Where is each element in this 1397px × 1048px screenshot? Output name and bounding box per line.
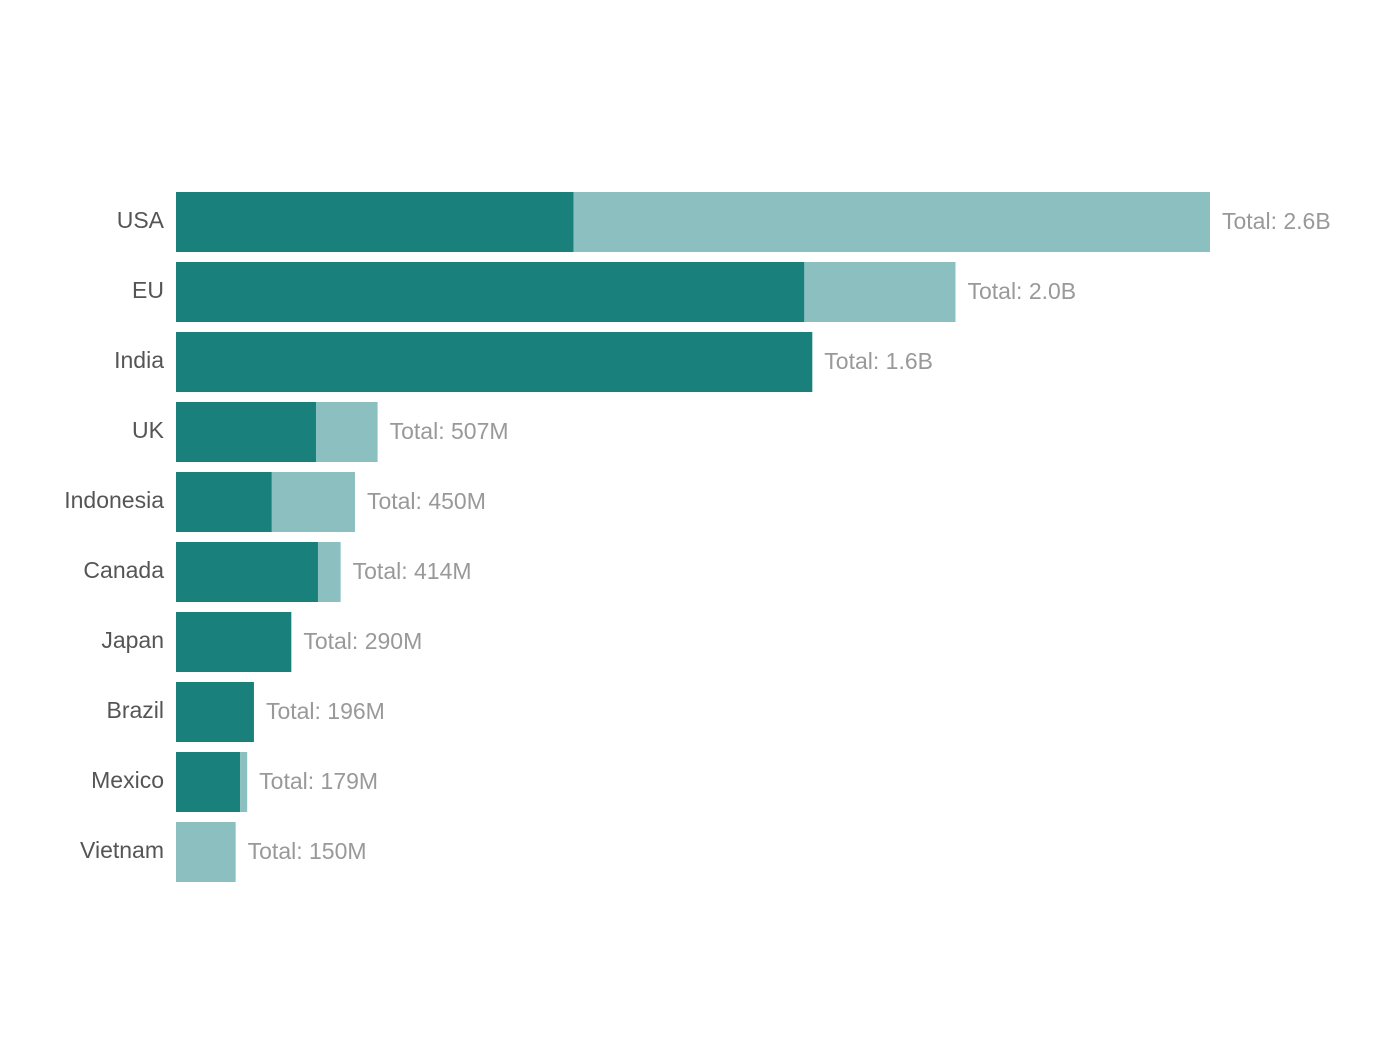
bar-segment — [271, 472, 355, 532]
category-label: EU — [132, 277, 164, 303]
total-label: Total: 507M — [390, 418, 509, 444]
category-label: Indonesia — [64, 487, 164, 513]
bar-segment — [176, 682, 254, 742]
total-label: Total: 150M — [248, 838, 367, 864]
bar-segment — [176, 402, 316, 462]
bar-segment — [240, 752, 248, 812]
category-label: India — [114, 347, 164, 373]
bar-segment — [315, 402, 378, 462]
total-label: Total: 450M — [367, 488, 486, 514]
bar-segment — [176, 332, 813, 392]
category-label: Mexico — [91, 767, 164, 793]
total-label: Total: 2.0B — [967, 278, 1076, 304]
bar-segment — [176, 542, 318, 602]
bar-segment — [317, 542, 341, 602]
category-label: UK — [132, 417, 165, 443]
bar-segment — [176, 192, 574, 252]
total-label: Total: 2.6B — [1222, 208, 1331, 234]
total-label: Total: 179M — [259, 768, 378, 794]
total-label: Total: 290M — [303, 628, 422, 654]
bar-segment — [804, 262, 956, 322]
category-label: Brazil — [106, 697, 164, 723]
total-label: Total: 1.6B — [824, 348, 933, 374]
bar-segment — [176, 262, 805, 322]
bar-segment — [573, 192, 1210, 252]
category-label: Japan — [101, 627, 164, 653]
category-label: USA — [117, 207, 165, 233]
bar-segment — [176, 822, 236, 882]
bar-segment — [176, 612, 292, 672]
bar-segment — [176, 752, 241, 812]
category-label: Canada — [83, 557, 164, 583]
total-label: Total: 414M — [353, 558, 472, 584]
total-label: Total: 196M — [266, 698, 385, 724]
bar-segment — [176, 472, 272, 532]
category-label: Vietnam — [80, 837, 164, 863]
